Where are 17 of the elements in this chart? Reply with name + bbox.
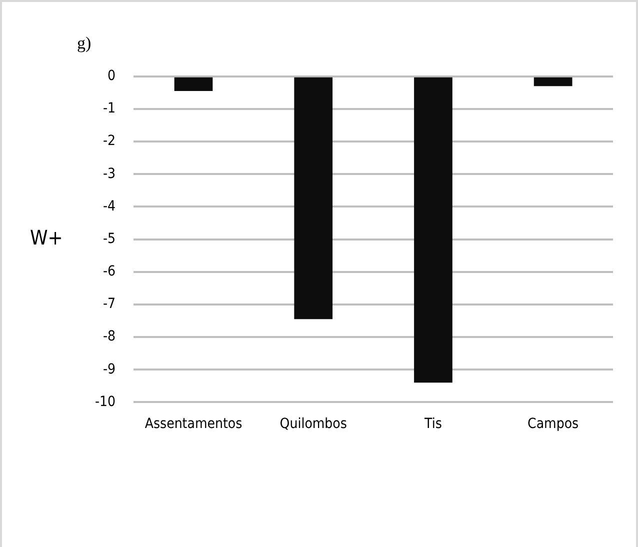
- y-tick-label: 0: [108, 68, 116, 84]
- y-tick-label: -5: [103, 230, 116, 247]
- x-tick-label: Tis: [424, 416, 442, 432]
- x-tick-label: Campos: [528, 416, 579, 432]
- y-tick-label: -8: [103, 328, 116, 345]
- y-tick-label: -3: [103, 166, 116, 182]
- chart-title: g): [77, 34, 92, 53]
- y-tick-label: -2: [103, 133, 116, 150]
- y-tick-label: -4: [103, 198, 116, 214]
- y-axis-title: W+: [30, 226, 63, 250]
- x-tick-label: Assentamentos: [144, 416, 242, 432]
- y-tick-label: -9: [103, 361, 116, 378]
- y-tick-label: -1: [103, 100, 116, 117]
- y-tick-label: -6: [103, 264, 116, 280]
- y-tick-label: -10: [94, 394, 116, 410]
- y-tick-label: -7: [103, 296, 116, 312]
- x-tick-label: Quilombos: [280, 416, 347, 432]
